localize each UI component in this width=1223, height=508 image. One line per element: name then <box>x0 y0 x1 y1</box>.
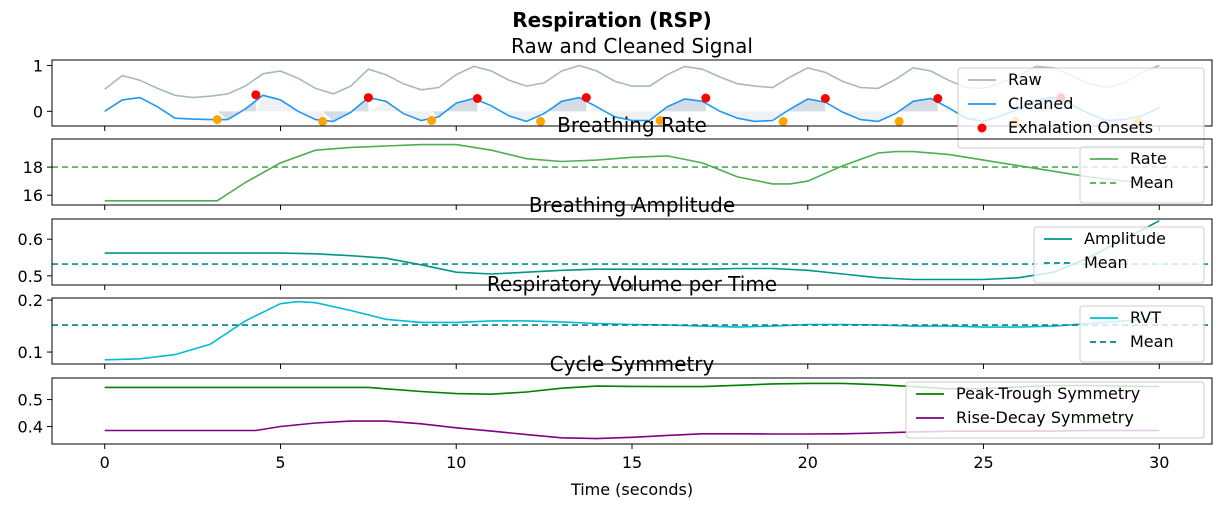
legend-label: Mean <box>1130 332 1174 351</box>
x-tick-label: 0 <box>100 453 110 472</box>
legend-label: Rise-Decay Symmetry <box>956 408 1134 427</box>
panel-symmetry: 0.4 0.5 0 5 10 15 20 25 30 Cycle Symmetry Peak-Tro… <box>18 352 1213 472</box>
inhalation-region <box>783 98 826 112</box>
legend-label: Raw <box>1008 70 1042 89</box>
exhalation-region <box>825 111 900 122</box>
panel-rate: 16 18 Breathing Rate Rate Mean <box>23 113 1213 210</box>
trough-marker <box>894 116 904 126</box>
series-line-rvt <box>104 300 1160 361</box>
exhalation-region <box>368 101 432 121</box>
plot-area-rate <box>52 143 1212 202</box>
y-tick-label: 0 <box>33 102 43 121</box>
legend-label: Exhalation Onsets <box>1008 118 1153 137</box>
x-axis-label: Time (seconds) <box>570 480 693 499</box>
exhalation-region <box>705 111 784 122</box>
legend-box <box>905 381 1205 439</box>
legend-label: Mean <box>1130 173 1174 192</box>
legend-box <box>1033 226 1205 284</box>
legend-box <box>1079 305 1205 363</box>
legend-rate: Rate Mean <box>1079 146 1205 204</box>
inhalation-region <box>540 97 587 114</box>
plot-area-rvt <box>52 300 1212 361</box>
peak-marker <box>820 94 830 103</box>
inhalation-region <box>431 98 478 117</box>
x-tick-label: 25 <box>973 453 993 472</box>
x-tick-label: 15 <box>622 453 642 472</box>
panel-title: Breathing Amplitude <box>529 193 735 217</box>
y-tick-label: 16 <box>23 186 43 205</box>
inhalation-region <box>217 100 256 120</box>
y-tick-label: 18 <box>23 158 43 177</box>
y-tick-label: 0.1 <box>18 343 43 362</box>
x-tick-label: 20 <box>798 453 818 472</box>
peak-marker <box>701 93 711 103</box>
peak-marker <box>363 93 373 103</box>
peak-marker <box>472 94 482 103</box>
panel-amplitude: 0.5 0.6 Breathing Amplitude Amplitude Mean <box>18 193 1213 290</box>
trough-marker <box>778 116 788 126</box>
legend-symmetry: Peak-Trough Symmetry Rise-Decay Symmetry <box>905 381 1205 439</box>
panel-signal: 0 1 Raw and Cleaned Signal Raw Cleaned Exhala… <box>33 34 1213 149</box>
series-line-rate <box>104 143 1160 202</box>
trough-marker <box>318 116 328 126</box>
legend-label: Amplitude <box>1084 229 1166 248</box>
legend-label: Cleaned <box>1008 94 1073 113</box>
panel-title: Raw and Cleaned Signal <box>511 34 753 58</box>
x-tick-label: 10 <box>446 453 466 472</box>
y-tick-label: 0.6 <box>18 230 43 249</box>
inhalation-region <box>899 98 938 112</box>
x-tick-label: 30 <box>1149 453 1169 472</box>
legend-label: Rate <box>1130 149 1167 168</box>
panel-title: Respiratory Volume per Time <box>487 272 777 296</box>
legend-signal: Raw Cleaned Exhalation Onsets <box>957 67 1205 149</box>
peak-marker <box>581 93 591 103</box>
trough-marker <box>536 116 546 126</box>
series-line-amplitude <box>104 220 1160 281</box>
plot-area-amplitude <box>52 220 1212 281</box>
legend-box <box>1079 146 1205 204</box>
y-tick-label: 0.4 <box>18 417 43 436</box>
x-tick-label: 5 <box>275 453 285 472</box>
y-tick-label: 0.2 <box>18 291 43 310</box>
panel-title: Cycle Symmetry <box>550 352 715 376</box>
exhalation-region <box>477 105 541 122</box>
legend-rvt: RVT Mean <box>1079 305 1205 363</box>
legend-marker <box>977 123 987 133</box>
trough-marker <box>427 116 437 125</box>
legend-label: RVT <box>1130 308 1161 327</box>
exhalation-region <box>255 95 323 121</box>
panel-rvt: 0.1 0.2 Respiratory Volume per Time RVT Mean <box>18 272 1213 369</box>
y-tick-label: 0.5 <box>18 391 43 410</box>
figure-title: Respiration (RSP) <box>512 8 712 32</box>
legend-label: Mean <box>1084 253 1128 272</box>
trough-marker <box>655 116 665 125</box>
y-tick-label: 0.5 <box>18 267 43 286</box>
legend-label: Peak-Trough Symmetry <box>956 384 1140 403</box>
peak-marker <box>933 94 943 103</box>
inhalation-region <box>322 97 369 122</box>
trough-marker <box>212 115 222 125</box>
exhalation-region <box>586 106 661 121</box>
panel-title: Breathing Rate <box>557 113 707 137</box>
peak-marker <box>251 90 261 100</box>
inhalation-region <box>660 98 706 112</box>
y-tick-label: 1 <box>33 57 43 76</box>
legend-amplitude: Amplitude Mean <box>1033 226 1205 284</box>
